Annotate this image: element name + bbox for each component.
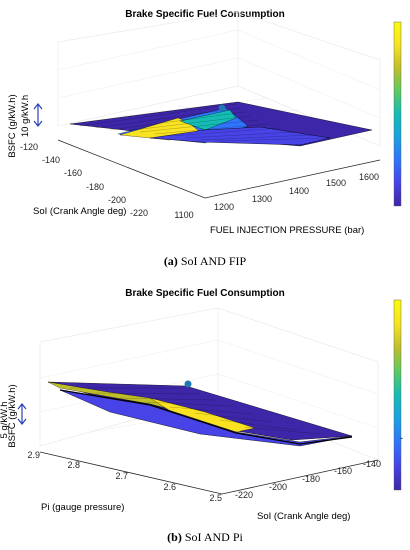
- chart-panel-b: Brake Specific Fuel Consumption: [0, 288, 403, 522]
- y-tick-label: -160: [64, 168, 82, 178]
- scale-annotation: 5 g/kW.h: [0, 402, 10, 439]
- scale-arrow: [33, 103, 43, 127]
- x-tick-labels: 1100 1200 1300 1400 1500 1600: [174, 172, 379, 220]
- x-tick-label: 2.7: [115, 471, 128, 481]
- surface-cool-patch: [59, 389, 353, 447]
- peak-marker: [218, 104, 226, 112]
- colorbar-tick-label: -: [400, 433, 403, 443]
- x-tick-label: 1500: [326, 178, 346, 188]
- caption-text: SoI AND Pi: [181, 530, 243, 544]
- y-tick-label: -220: [130, 208, 148, 218]
- y-tick-labels: -120 -140 -160 -180 -200 -220: [20, 142, 148, 218]
- y-tick-label: -180: [86, 182, 104, 192]
- x-tick-label: 2.6: [163, 482, 176, 492]
- y-tick-label: -200: [108, 195, 126, 205]
- y-tick-label: -140: [42, 155, 60, 165]
- surface-mesh: [70, 387, 321, 435]
- chart-title: Brake Specific Fuel Consumption: [125, 288, 284, 299]
- x-axis-label: FUEL INJECTION PRESSURE (bar): [210, 225, 364, 236]
- x-tick-label: 1400: [289, 186, 309, 196]
- x-tick-labels: 2.9 2.8 2.7 2.6 2.5: [27, 450, 222, 503]
- z-axis-label: BSFC (g/kW.h): [7, 94, 18, 157]
- y-tick-label: -180: [302, 474, 320, 484]
- bsfc-surface: [47, 381, 353, 447]
- caption-text: SoI AND FIP: [177, 254, 247, 268]
- x-tick-label: 2.8: [67, 460, 80, 470]
- y-axis-label: SoI (Crank Angle deg): [257, 511, 350, 522]
- caption-b: (b) SoI AND Pi: [0, 530, 410, 545]
- colorbar: -: [393, 299, 403, 491]
- surface-edge: [59, 389, 353, 445]
- caption-letter: (b): [167, 530, 182, 544]
- x-tick-label: 1200: [214, 202, 234, 212]
- colorbar: [393, 21, 402, 207]
- caption-a: (a) SoI AND FIP: [0, 254, 410, 269]
- x-tick-label: 2.9: [27, 450, 40, 460]
- y-tick-label: -200: [269, 482, 287, 492]
- axis-lines: [39, 451, 379, 495]
- caption-letter: (a): [163, 254, 178, 268]
- x-tick-label: 1600: [359, 172, 379, 182]
- chart-title: Brake Specific Fuel Consumption: [125, 9, 284, 20]
- y-tick-label: -220: [235, 490, 253, 500]
- peak-marker: [184, 380, 192, 388]
- y-axis-label: SoI (Crank Angle deg): [33, 206, 126, 217]
- y-tick-labels: -220 -200 -180 -160 -140: [235, 459, 381, 500]
- scale-annotation: 10 g/kW.h: [20, 95, 31, 137]
- axis-lines: [57, 139, 381, 199]
- bsfc-surface: [69, 101, 373, 147]
- surface-mesh: [79, 103, 331, 142]
- y-tick-label: -140: [363, 459, 381, 469]
- z-axis-label: BSFC (g/kW.h): [7, 384, 18, 447]
- y-tick-label: -120: [20, 142, 38, 152]
- x-tick-label: 1300: [252, 194, 272, 204]
- x-tick-label: 1100: [174, 210, 193, 220]
- x-tick-label: 2.5: [209, 493, 222, 503]
- x-axis-label: Pi (gauge pressure): [41, 502, 124, 513]
- scale-arrow: [17, 403, 27, 425]
- y-tick-label: -160: [334, 466, 352, 476]
- chart-panel-a: Brake Specific Fuel Consumption: [7, 9, 402, 236]
